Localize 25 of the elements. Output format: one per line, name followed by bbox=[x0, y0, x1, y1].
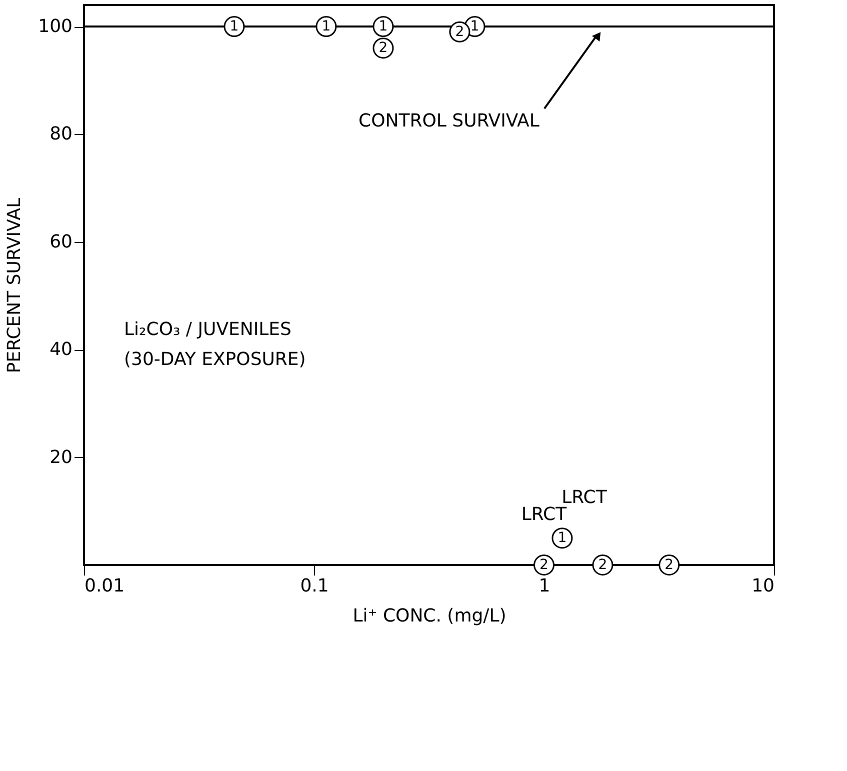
annotation: LRCT bbox=[521, 504, 568, 525]
y-tick-label: 100 bbox=[38, 16, 72, 38]
text: 1 bbox=[378, 18, 388, 35]
y-tick-label: 80 bbox=[50, 124, 72, 145]
x-tick-label: 1 bbox=[538, 576, 550, 596]
annotation: Li₂CO₃ / JUVENILES bbox=[124, 318, 292, 340]
x-tick-label: 0.1 bbox=[300, 576, 329, 596]
series-label: 2 bbox=[455, 24, 464, 40]
text: 2 bbox=[598, 557, 608, 573]
text: 2 bbox=[664, 557, 674, 573]
text: 1 bbox=[558, 530, 567, 546]
ref-line-label: CONTROL SURVIVAL bbox=[358, 110, 540, 132]
x-axis-title: Li⁺ CONC. (mg/L) bbox=[352, 606, 506, 626]
y-tick-label: 20 bbox=[50, 446, 72, 468]
x-tick-label: 0.01 bbox=[84, 576, 125, 596]
text: 1 bbox=[470, 18, 480, 35]
y-tick-label: 60 bbox=[50, 231, 72, 252]
annotation: (30-DAY EXPOSURE) bbox=[124, 348, 306, 370]
text: 1 bbox=[230, 18, 239, 35]
text: 2 bbox=[378, 40, 388, 56]
y-axis-title: PERCENT SURVIVAL bbox=[4, 198, 26, 374]
y-tick-label: 40 bbox=[50, 339, 72, 360]
text: 2 bbox=[540, 557, 548, 573]
series-label: 1 bbox=[322, 18, 331, 35]
x-tick-label: 10 bbox=[752, 576, 774, 596]
